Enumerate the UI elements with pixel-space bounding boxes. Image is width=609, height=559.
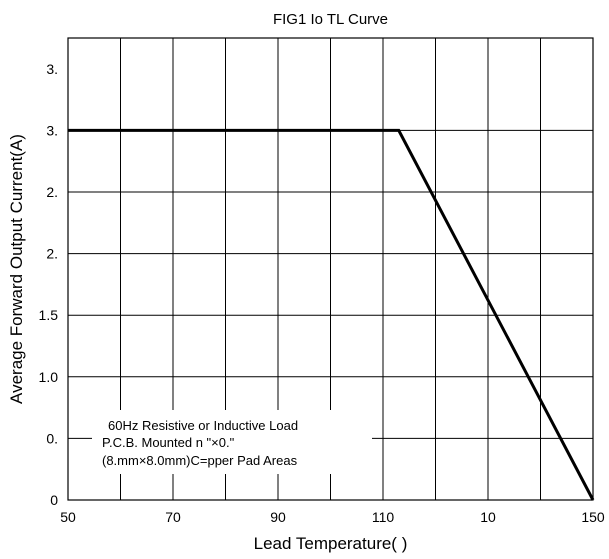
y-tick-label: 2. [46, 246, 58, 262]
y-axis-ticks: 0 0. 1.0 1.5 2. 2. 3. 3. [39, 61, 59, 508]
annotation-line-2: P.C.B. Mounted n "×0." [102, 435, 235, 450]
y-axis-label: Average Forward Output Current(A) [7, 134, 26, 404]
io-tl-curve-line [68, 128, 595, 501]
y-tick-label: 3. [46, 61, 58, 77]
series-layer [68, 128, 595, 501]
annotation-box: 60Hz Resistive or Inductive Load P.C.B. … [92, 410, 372, 474]
x-tick-label: 150 [581, 509, 605, 525]
x-axis-ticks: 50 70 90 110 10 150 [60, 509, 605, 525]
y-tick-label: 1.5 [39, 307, 59, 323]
y-tick-label: 3. [46, 122, 58, 138]
annotation-line-1: 60Hz Resistive or Inductive Load [108, 418, 298, 433]
y-tick-label: 1.0 [39, 369, 59, 385]
x-tick-label: 70 [165, 509, 181, 525]
grid [68, 38, 593, 500]
y-tick-label: 0. [46, 430, 58, 446]
chart-title: FIG1 Io TL Curve [273, 11, 388, 28]
x-tick-label: 50 [60, 509, 76, 525]
x-tick-label: 90 [270, 509, 286, 525]
y-tick-label: 2. [46, 184, 58, 200]
plot-frame [67, 37, 594, 501]
x-tick-label: 110 [372, 509, 395, 525]
x-axis-label: Lead Temperature( ) [254, 534, 408, 553]
annotation-line-3: (8.mm×8.0mm)C=pper Pad Areas [102, 453, 298, 468]
x-tick-label: 10 [480, 509, 496, 525]
y-tick-label: 0 [50, 492, 58, 508]
annotation-background [92, 410, 372, 474]
